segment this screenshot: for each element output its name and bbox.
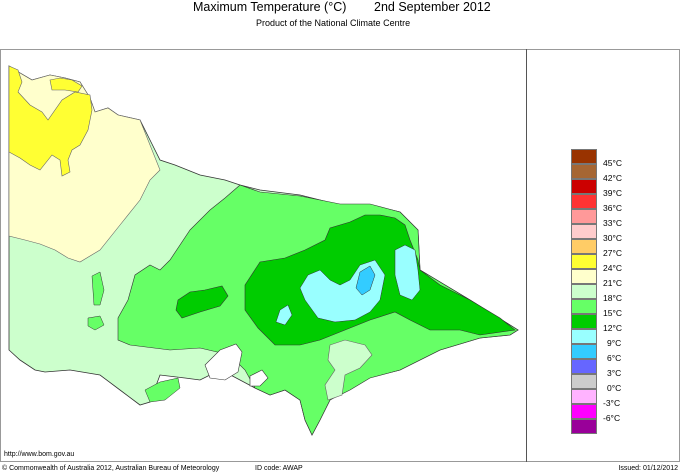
legend-swatch [571, 164, 597, 179]
legend-label: -6°C [603, 413, 621, 423]
legend-label: 0°C [607, 383, 622, 393]
legend-swatch [571, 299, 597, 314]
legend-swatch [571, 284, 597, 299]
legend-swatch [571, 329, 597, 344]
port-phillip-bay [204, 343, 243, 381]
region-18c-islet [91, 271, 105, 306]
legend-label: 39°C [603, 188, 622, 198]
legend-swatch [571, 149, 597, 164]
region-24c [8, 65, 161, 263]
western-port-bay [249, 369, 269, 387]
legend-label: 6°C [607, 353, 622, 363]
legend-swatch [571, 179, 597, 194]
legend-label: 3°C [607, 368, 622, 378]
region-18c-islet-2 [87, 315, 105, 331]
legend-label: 18°C [603, 293, 622, 303]
map-title: Maximum Temperature (°C) [193, 0, 347, 14]
legend-swatch [571, 359, 597, 374]
legend-swatch [571, 209, 597, 224]
region-15c-west [175, 285, 229, 319]
legend-label: 33°C [603, 218, 622, 228]
region-12c-east [394, 244, 421, 301]
legend-label: 36°C [603, 203, 622, 213]
region-9c [355, 265, 376, 296]
map-header: Maximum Temperature (°C) 2nd September 2… [0, 0, 680, 28]
map-panel [0, 49, 527, 462]
legend-label: 21°C [603, 278, 622, 288]
legend-label: -3°C [603, 398, 621, 408]
legend-swatch [571, 389, 597, 404]
legend-swatch [571, 239, 597, 254]
map-date: 2nd September 2012 [374, 0, 491, 14]
legend-label: 24°C [603, 263, 622, 273]
legend-swatch [571, 269, 597, 284]
legend-label: 9°C [607, 338, 622, 348]
legend-label: 42°C [603, 173, 622, 183]
legend-swatch [571, 224, 597, 239]
legend-swatch [571, 404, 597, 419]
issued-date: Issued: 01/12/2012 [618, 465, 678, 472]
legend-label: 30°C [603, 233, 622, 243]
legend-swatch [571, 344, 597, 359]
legend-label: 45°C [603, 158, 622, 168]
legend-swatch [571, 374, 597, 389]
legend-label: 15°C [603, 308, 622, 318]
region-27c [8, 65, 93, 177]
map-subtitle: Product of the National Climate Centre [256, 18, 411, 28]
legend-label: 27°C [603, 248, 622, 258]
legend-swatch [571, 419, 597, 434]
map-frame [0, 49, 680, 462]
legend-label: 12°C [603, 323, 622, 333]
legend-swatch [571, 314, 597, 329]
id-code: ID code: AWAP [255, 465, 303, 472]
region-27c-north [49, 77, 83, 93]
copyright-text: © Commonwealth of Australia 2012, Austra… [2, 465, 220, 472]
region-12c-small [275, 304, 293, 326]
victoria-temperature-map [8, 65, 519, 436]
region-18c-coast [144, 377, 181, 403]
source-url[interactable]: http://www.bom.gov.au [4, 451, 75, 458]
region-21c-gippsland [324, 339, 373, 401]
legend-swatch [571, 194, 597, 209]
legend-swatch [571, 254, 597, 269]
